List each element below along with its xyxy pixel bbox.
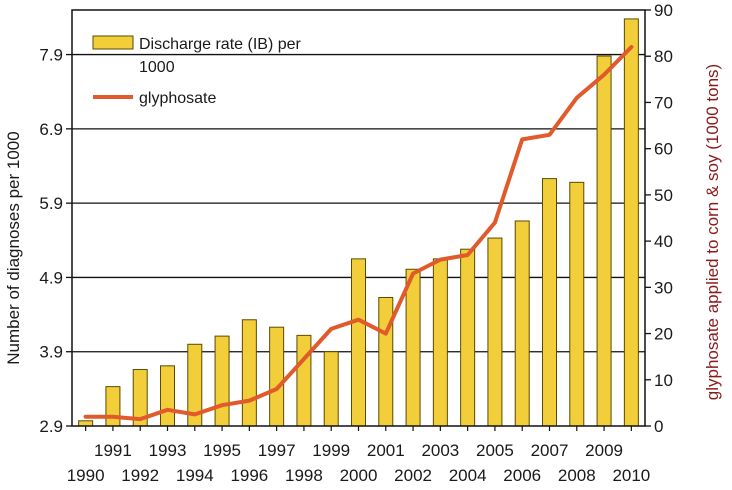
x-tick-label-2001: 2001 [367,441,405,460]
bar-1991 [105,386,121,427]
right-tick-label-60: 60 [654,140,673,159]
bar-1997 [269,326,285,427]
bar-1993 [160,365,175,427]
bar-1999 [323,351,339,427]
bar-2001 [378,296,394,427]
bar-2005 [487,237,503,427]
x-tick-label-2005: 2005 [476,441,514,460]
bar-1998 [296,334,312,427]
bar-2000 [351,258,366,427]
right-tick-label-30: 30 [654,278,673,297]
right-tick-label-70: 70 [654,93,673,112]
x-tick-label-2006: 2006 [503,466,541,485]
left-tick-label-6.9: 6.9 [39,120,63,139]
right-tick-label-40: 40 [654,232,673,251]
x-tick-label-2000: 2000 [340,466,378,485]
left-axis-title: Number of diagnoses per 1000 [4,131,23,364]
right-tick-label-80: 80 [654,47,673,66]
bar-2004 [460,248,476,427]
bar-2010 [623,18,639,427]
right-tick-label-0: 0 [654,417,663,436]
legend-bar-label-line2: 1000 [139,59,175,76]
left-tick-label-5.9: 5.9 [39,194,63,213]
x-tick-label-1999: 1999 [312,441,350,460]
right-tick-label-90: 90 [654,1,673,20]
right-tick-label-20: 20 [654,325,673,344]
x-tick-label-2009: 2009 [585,441,623,460]
bar-2003 [432,258,448,427]
bar-2009 [596,55,612,427]
x-tick-label-1994: 1994 [176,466,214,485]
x-tick-label-1992: 1992 [121,466,159,485]
left-tick-label-4.9: 4.9 [39,268,63,287]
left-axis-ticks: 2.9 3.9 4.9 5.9 6.9 7.9 [39,46,72,436]
legend-line-label: glyphosate [139,90,216,107]
x-tick-label-1998: 1998 [285,466,323,485]
x-tick-label-2007: 2007 [531,441,569,460]
x-tick-label-2008: 2008 [558,466,596,485]
left-tick-label-7.9: 7.9 [39,46,63,65]
legend: Discharge rate (IB) per 1000 glyphosate [92,35,302,107]
x-tick-label-1995: 1995 [203,441,241,460]
right-axis-title: glyphosate applied to corn & soy (1000 t… [703,64,722,400]
x-tick-label-1997: 1997 [258,441,296,460]
x-tick-label-1996: 1996 [230,466,268,485]
bar-series [78,18,639,427]
x-tick-label-2003: 2003 [421,441,459,460]
x-tick-label-1991: 1991 [94,441,132,460]
left-tick-label-3.9: 3.9 [39,343,63,362]
bar-1990 [78,420,94,427]
right-tick-label-10: 10 [654,371,673,390]
bar-2007 [542,178,557,427]
bar-1996 [241,319,257,427]
legend-bar-label-line1: Discharge rate (IB) per [139,36,302,53]
bar-2006 [514,220,530,427]
line-series [83,45,634,422]
x-tick-label-2002: 2002 [394,466,432,485]
x-tick-label-1993: 1993 [149,441,187,460]
right-axis-ticks: 0 10 20 30 40 50 60 70 80 90 [645,1,673,436]
left-tick-label-2.9: 2.9 [39,417,63,436]
x-tick-label-2004: 2004 [449,466,487,485]
legend-bar-swatch [92,35,134,50]
right-tick-label-50: 50 [654,186,673,205]
x-tick-label-2010: 2010 [612,466,650,485]
bar-2002 [405,268,421,427]
x-tick-label-1990: 1990 [67,466,105,485]
x-axis-ticks: 1991 1993 1995 1997 1999 2001 2003 2005 2007 2009… [67,426,650,485]
bar-1995 [214,335,230,427]
bar-2008 [569,181,585,427]
